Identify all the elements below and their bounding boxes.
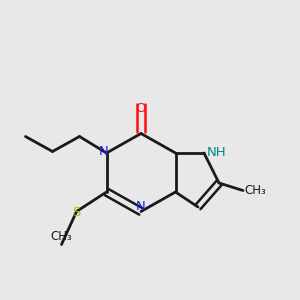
Text: NH: NH bbox=[206, 146, 226, 159]
Text: CH₃: CH₃ bbox=[51, 230, 72, 244]
Text: S: S bbox=[72, 206, 81, 220]
Text: CH₃: CH₃ bbox=[244, 184, 266, 197]
Text: N: N bbox=[136, 200, 146, 214]
Text: N: N bbox=[98, 145, 108, 158]
Text: O: O bbox=[136, 102, 146, 115]
